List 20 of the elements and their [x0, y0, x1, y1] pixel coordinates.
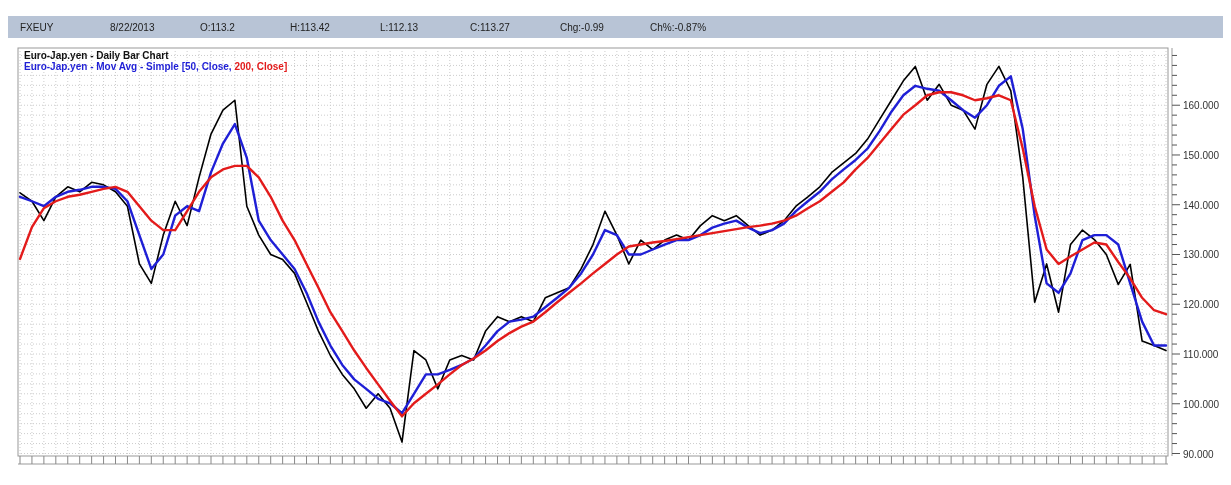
y-tick-label: 140.000	[1183, 199, 1220, 211]
y-tick-label: 150.000	[1183, 149, 1220, 161]
text: Ch%:-0.87%	[650, 22, 707, 33]
y-tick-label: 130.000	[1183, 249, 1220, 261]
y-tick-label: 160.000	[1183, 100, 1220, 112]
text: 200, Close]	[231, 61, 288, 72]
y-tick-label: 110.000	[1183, 349, 1219, 360]
text: Euro-Jap.yen - Mov Avg - Simple	[24, 61, 180, 72]
text: H:113.42	[290, 22, 331, 33]
chart-title: Euro-Jap.yen - Daily Bar Chart	[24, 50, 170, 61]
y-tick-label: 120.000	[1183, 299, 1220, 311]
text: O:113.2	[200, 22, 236, 33]
y-tick-label: 100.000	[1183, 398, 1220, 410]
text: 8/22/2013	[110, 22, 155, 33]
text: [50, Close,	[178, 61, 232, 72]
text: Chg:-0.99	[560, 22, 605, 33]
text: FXEUY	[20, 22, 54, 33]
y-tick-label: 90.000	[1183, 448, 1215, 460]
text: C:113.27	[470, 22, 511, 33]
text: L:112.13	[380, 22, 419, 33]
